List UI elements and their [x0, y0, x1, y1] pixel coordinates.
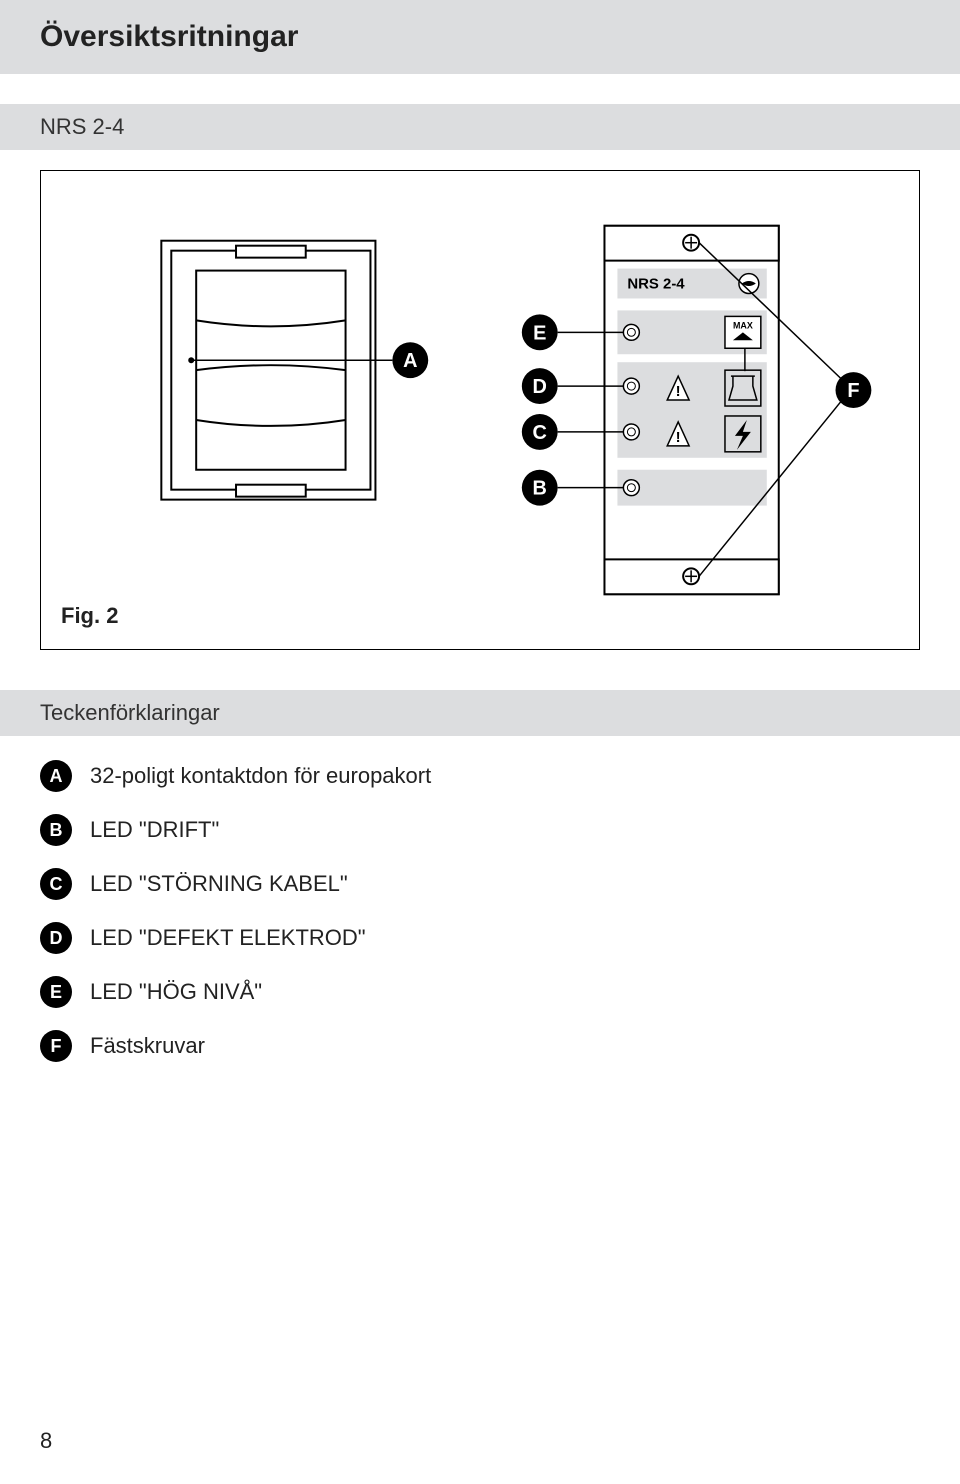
legend-text-C: LED "STÖRNING KABEL"	[90, 871, 348, 897]
bullet-C: C	[40, 868, 72, 900]
svg-text:!: !	[676, 383, 681, 400]
svg-text:E: E	[533, 322, 546, 344]
figure-2-box: A NRS 2-4	[40, 170, 920, 650]
model-label: NRS 2-4	[40, 114, 920, 140]
legend-list: A 32-poligt kontaktdon för europakort B …	[0, 760, 960, 1124]
bullet-A: A	[40, 760, 72, 792]
legend-item-F: F Fästskruvar	[40, 1030, 920, 1062]
legend-text-B: LED "DRIFT"	[90, 817, 219, 843]
right-module: NRS 2-4 MAX !	[604, 226, 778, 594]
svg-text:A: A	[403, 350, 417, 372]
left-module	[161, 241, 375, 500]
svg-text:B: B	[533, 478, 547, 500]
svg-text:MAX: MAX	[733, 320, 753, 330]
legend-item-A: A 32-poligt kontaktdon för europakort	[40, 760, 920, 792]
legend-text-D: LED "DEFEKT ELEKTROD"	[90, 925, 366, 951]
subheader-banner: NRS 2-4	[0, 104, 960, 150]
header-banner: Översiktsritningar	[0, 0, 960, 74]
page-title: Översiktsritningar	[40, 20, 920, 54]
bullet-F: F	[40, 1030, 72, 1062]
legend-text-E: LED "HÖG NIVÅ"	[90, 979, 262, 1005]
bullet-B: B	[40, 814, 72, 846]
legend-banner: Teckenförklaringar	[0, 690, 960, 736]
figure-2-diagram: A NRS 2-4	[41, 171, 919, 649]
svg-text:D: D	[533, 376, 547, 398]
figure-label: Fig. 2	[61, 603, 118, 629]
legend-item-B: B LED "DRIFT"	[40, 814, 920, 846]
legend-item-C: C LED "STÖRNING KABEL"	[40, 868, 920, 900]
legend-item-E: E LED "HÖG NIVÅ"	[40, 976, 920, 1008]
svg-text:F: F	[847, 380, 859, 402]
bullet-D: D	[40, 922, 72, 954]
svg-text:C: C	[533, 422, 547, 444]
svg-text:NRS 2-4: NRS 2-4	[627, 276, 685, 293]
bullet-E: E	[40, 976, 72, 1008]
legend-text-F: Fästskruvar	[90, 1033, 205, 1059]
legend-text-A: 32-poligt kontaktdon för europakort	[90, 763, 431, 789]
page-number: 8	[40, 1428, 52, 1454]
page: Översiktsritningar NRS 2-4	[0, 0, 960, 1124]
legend-item-D: D LED "DEFEKT ELEKTROD"	[40, 922, 920, 954]
legend-title: Teckenförklaringar	[40, 700, 920, 726]
svg-text:!: !	[676, 429, 681, 446]
